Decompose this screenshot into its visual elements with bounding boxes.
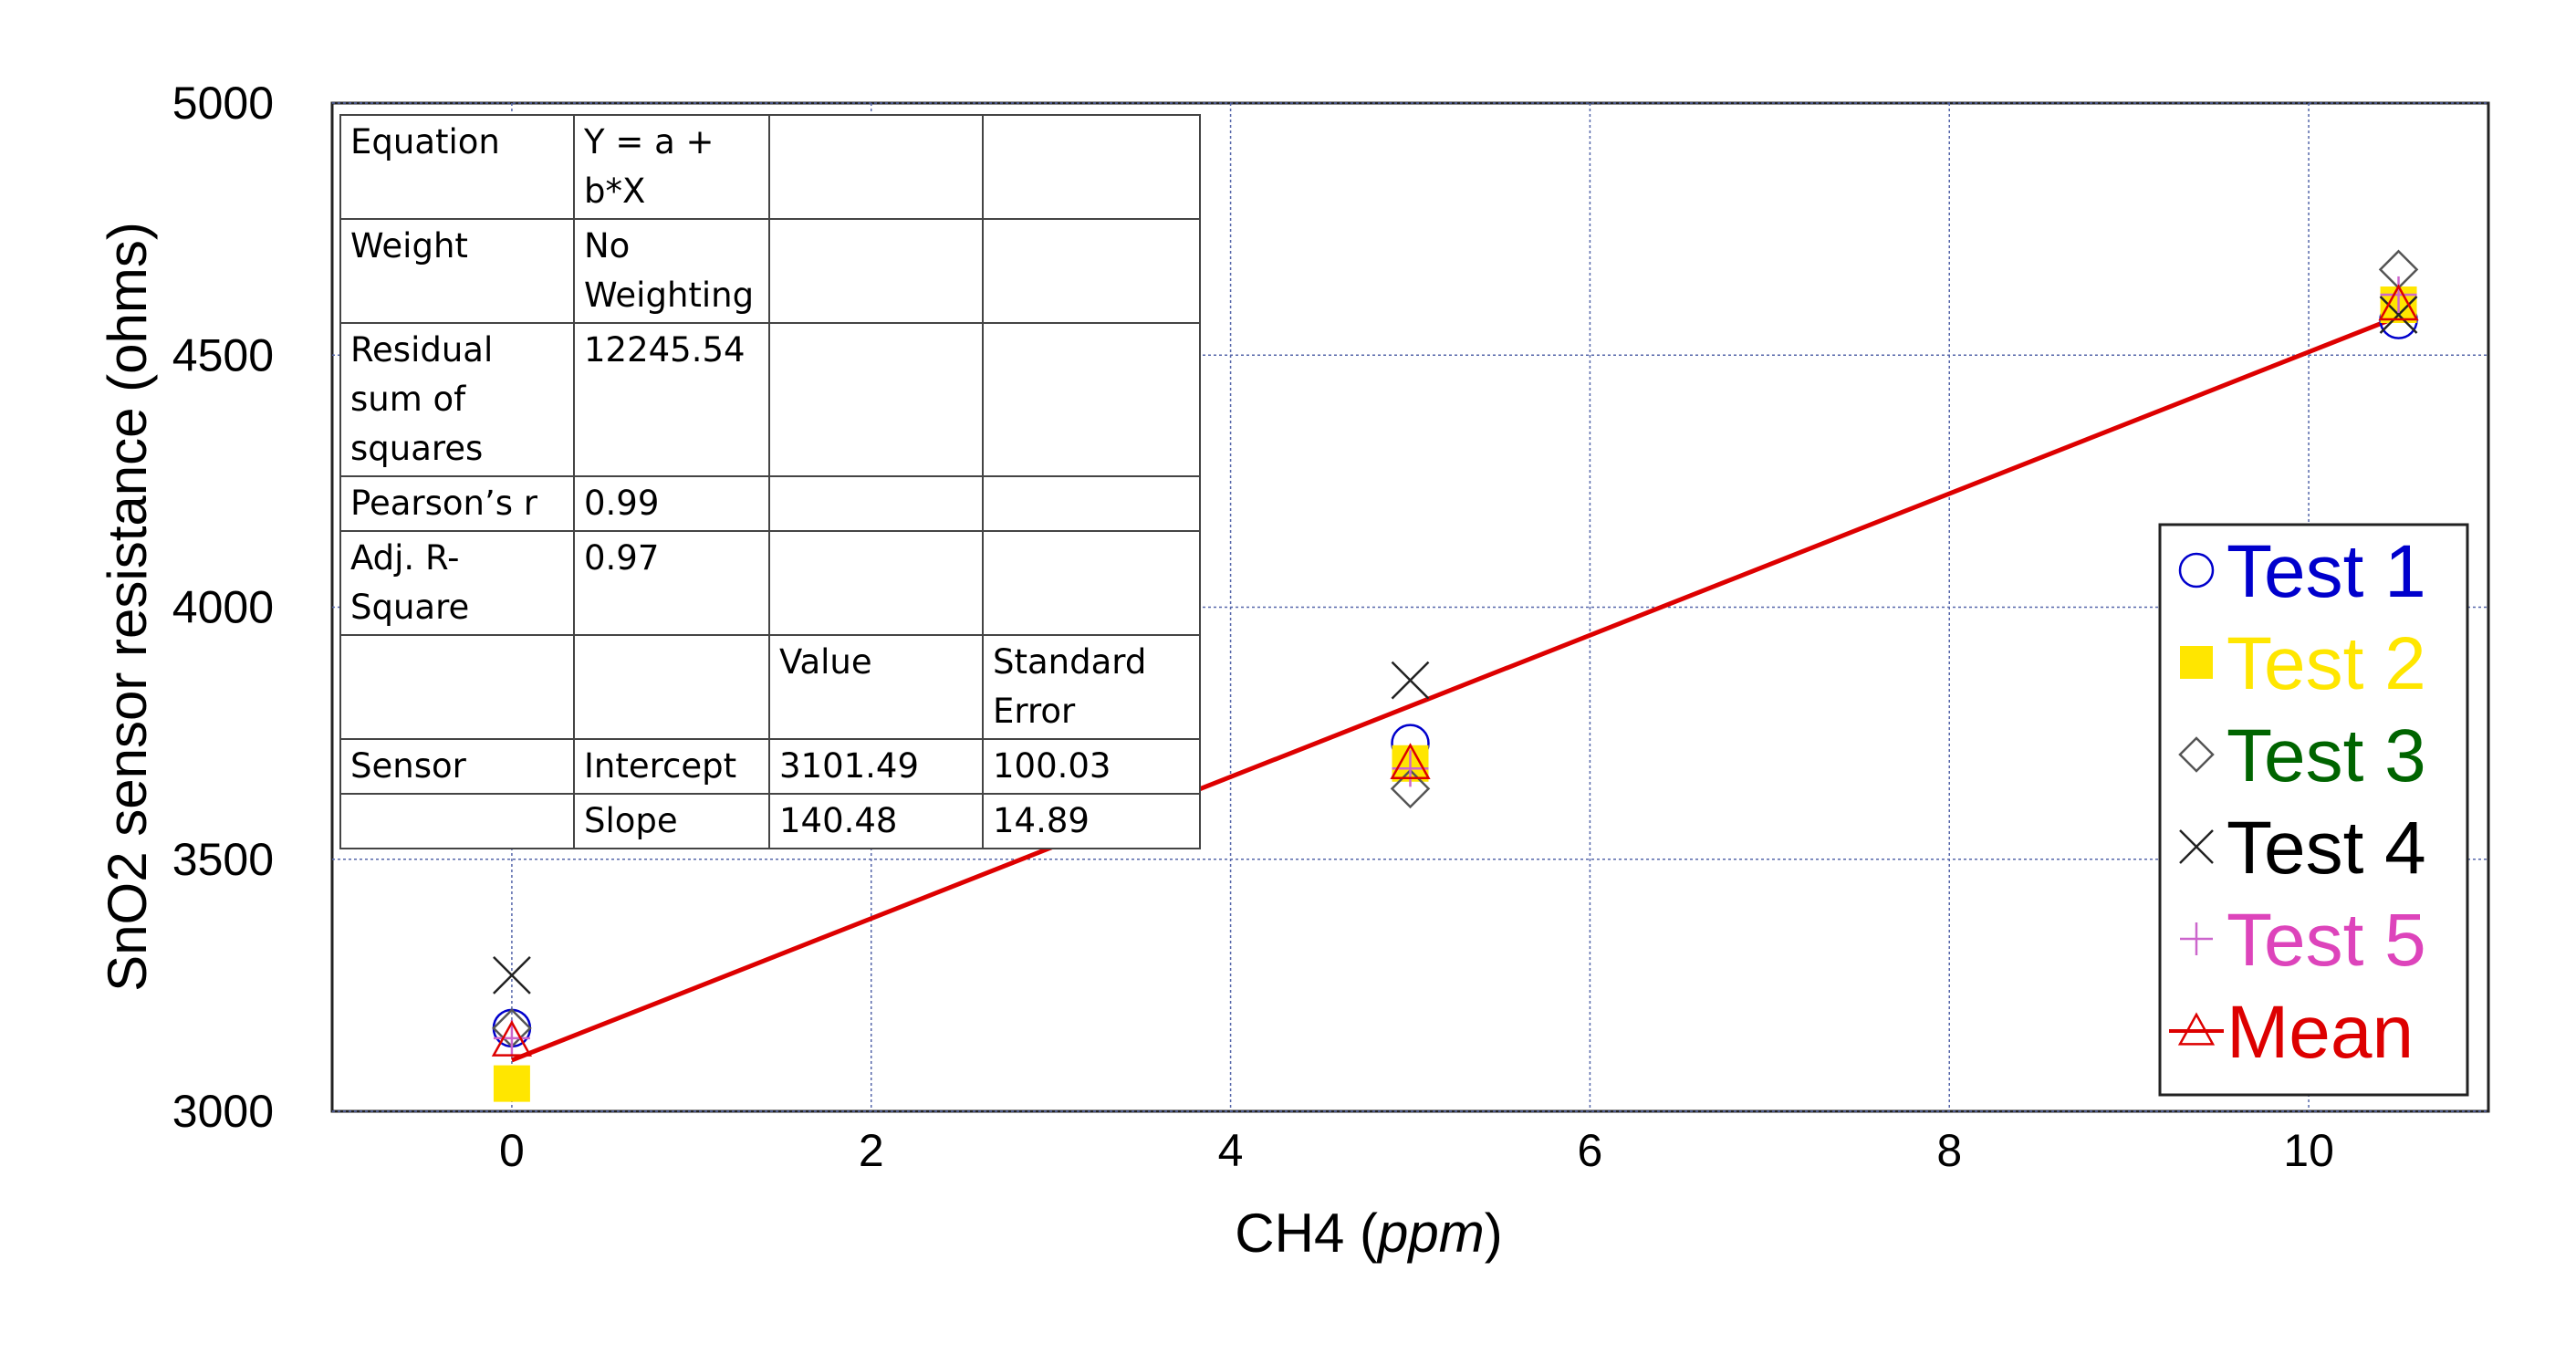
table-cell	[768, 322, 984, 477]
table-cell: Residual sum of squares	[339, 322, 575, 477]
table-cell: 12245.54	[573, 322, 770, 477]
table-row: Sensor Intercept 3101.49 100.03	[339, 738, 1201, 795]
table-row: Residual sum of squares 12245.54	[339, 322, 1201, 477]
data-point-test-4	[493, 955, 531, 995]
fit-statistics-table: Equation Y = a + b*X Weight No Weighting Res…	[339, 114, 1201, 849]
table-cell	[982, 114, 1201, 220]
data-point-mean	[491, 1020, 533, 1057]
table-cell: Equation	[339, 114, 575, 220]
data-point-test-5	[493, 1019, 530, 1057]
y-tick-label: 5000	[172, 78, 274, 129]
table-cell: 14.89	[982, 793, 1201, 849]
fit-line	[510, 314, 2400, 1063]
table-row: Value Standard Error	[339, 634, 1201, 740]
table-cell	[982, 530, 1201, 636]
table-cell	[573, 634, 770, 740]
table-cell: Value	[768, 634, 984, 740]
table-cell: Y = a + b*X	[573, 114, 770, 220]
table-cell: Sensor	[339, 738, 575, 795]
table-cell: 0.97	[573, 530, 770, 636]
legend-label-test-3: Test 3	[2227, 714, 2426, 797]
table-row: Weight No Weighting	[339, 218, 1201, 324]
table-cell: Slope	[573, 793, 770, 849]
table-cell: 3101.49	[768, 738, 984, 795]
table-cell: 140.48	[768, 793, 984, 849]
table-cell	[982, 218, 1201, 324]
legend-box	[2158, 523, 2469, 1097]
y-tick-label: 4500	[172, 329, 274, 380]
data-point-mean	[1390, 743, 1431, 780]
x-axis-title: CH4 (ppm)	[1235, 1203, 1502, 1264]
y-tick-label: 3000	[172, 1086, 274, 1137]
legend-marker-test-2	[2180, 646, 2213, 679]
marker-layer	[491, 249, 2419, 1102]
table-cell	[768, 475, 984, 532]
table-cell	[982, 322, 1201, 477]
y-tick-label: 4000	[172, 582, 274, 633]
table-cell: Adj. R-Square	[339, 530, 575, 636]
table-row: Slope 140.48 14.89	[339, 793, 1201, 849]
y-axis-title: SnO2 sensor resistance (ohms)	[97, 222, 158, 992]
legend-marker-test-3	[2178, 736, 2215, 773]
legend-marker-mean	[2177, 1012, 2216, 1046]
fit-line-layer	[510, 314, 2400, 1063]
table-cell	[768, 530, 984, 636]
legend-label-test-1: Test 1	[2227, 530, 2426, 613]
data-point-test-2	[493, 1065, 530, 1102]
legend-marker-test-1	[2178, 552, 2215, 588]
table-cell	[339, 634, 575, 740]
x-tick-label: 6	[1578, 1125, 1603, 1176]
table-cell	[768, 114, 984, 220]
legend-marker-test-5	[2180, 922, 2213, 955]
tick-labels: 0 2 4 6 8 10 3000 3500 4000 4500 5000	[172, 78, 2334, 1176]
table-cell: No Weighting	[573, 218, 770, 324]
table-cell: Weight	[339, 218, 575, 324]
table-cell: 100.03	[982, 738, 1201, 795]
table-row: Equation Y = a + b*X	[339, 114, 1201, 220]
table-cell	[339, 793, 575, 849]
table-cell: Intercept	[573, 738, 770, 795]
x-tick-label: 8	[1936, 1125, 1962, 1176]
table-row: Adj. R-Square 0.97	[339, 530, 1201, 636]
x-tick-label: 10	[2283, 1125, 2334, 1176]
data-point-test-4	[2379, 296, 2418, 334]
x-tick-label: 2	[859, 1125, 884, 1176]
legend-label-test-2: Test 2	[2227, 622, 2426, 705]
table-cell: Pearson’s r	[339, 475, 575, 532]
data-point-test-3	[1390, 768, 1431, 809]
y-tick-label: 3500	[172, 834, 274, 885]
table-cell: 0.99	[573, 475, 770, 532]
legend-marker-test-4	[2179, 829, 2214, 864]
legend-label-mean: Mean	[2227, 991, 2414, 1074]
table-row: Pearson’s r 0.99	[339, 475, 1201, 532]
x-tick-label: 4	[1218, 1125, 1244, 1176]
x-tick-label: 0	[499, 1125, 525, 1176]
table-cell: Standard Error	[982, 634, 1201, 740]
data-point-mean	[2378, 284, 2419, 321]
table-cell	[982, 475, 1201, 532]
table-cell	[768, 218, 984, 324]
data-point-test-4	[1391, 661, 1430, 700]
legend: Test 1 Test 2 Test 3 Test 4 Test 5 Mean	[2158, 523, 2469, 1097]
data-point-test-5	[2380, 276, 2417, 313]
legend-label-test-4: Test 4	[2227, 807, 2426, 890]
legend-label-test-5: Test 5	[2227, 899, 2426, 982]
